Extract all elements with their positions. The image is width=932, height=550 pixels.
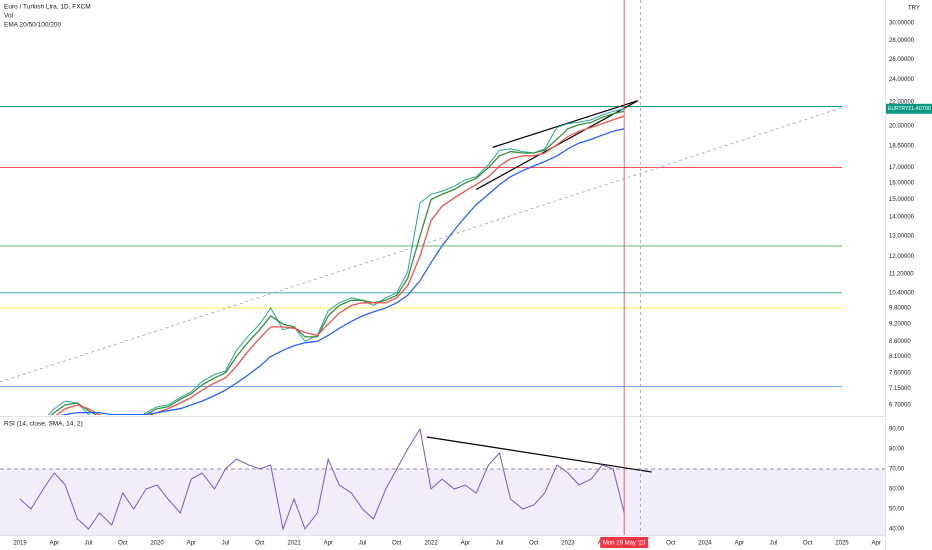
price-tag-value: 21.40700 <box>908 106 931 112</box>
y-tick-label: 8.10000 <box>889 354 911 360</box>
y-tick-label: 15.00000 <box>889 197 915 203</box>
y-tick-label: 9.20000 <box>889 322 911 328</box>
x-tick-label: 2023 <box>561 541 575 547</box>
y-tick-label: 50.00 <box>889 507 905 513</box>
x-tick-label: Apr <box>735 541 744 547</box>
series-line <box>19 427 625 531</box>
x-tick-label: Oct <box>529 541 539 547</box>
x-tick-label: Jul <box>496 541 504 547</box>
rsi-pane <box>0 427 885 535</box>
price-tag-symbol: EURTRY <box>888 106 909 112</box>
x-tick-label: Oct <box>803 541 813 547</box>
x-tick-label: 2024 <box>698 541 712 547</box>
y-tick-label: 22.00000 <box>889 99 915 105</box>
trendline <box>492 100 639 148</box>
y-tick-label: 12.00000 <box>889 254 915 260</box>
rsi-title: RSI (14, close, SMA, 14, 2) <box>4 421 83 428</box>
y-tick-label: 7.60000 <box>889 370 911 376</box>
price-tag <box>886 103 932 114</box>
indicator-label: Vol <box>4 13 14 20</box>
x-tick-label: Apr <box>50 541 59 547</box>
y-tick-label: 6.70000 <box>889 402 911 408</box>
x-tick-label: Apr <box>461 541 470 547</box>
x-tick-label: Jul <box>770 541 778 547</box>
x-tick-label: Jul <box>359 541 367 547</box>
x-tick-label: Apr <box>324 541 333 547</box>
series-line <box>50 110 625 415</box>
y-tick-label: 13.00000 <box>889 234 915 240</box>
x-tick-label: 2022 <box>424 541 438 547</box>
y-tick-label: 18.50000 <box>889 144 915 150</box>
y-tick-label: 60.00 <box>889 487 905 493</box>
y-tick-label: 17.00000 <box>889 165 915 171</box>
y-tick-label: 80.00 <box>889 447 905 453</box>
y-tick-label: 24.00000 <box>889 77 915 83</box>
x-tick-label: Apr <box>187 541 196 547</box>
y-tick-label: 10.40000 <box>889 290 915 296</box>
x-tick-label: Oct <box>255 541 265 547</box>
series-line <box>47 108 625 415</box>
x-tick-label: Oct <box>392 541 402 547</box>
x-tick-label: Oct <box>666 541 676 547</box>
x-tick-label: Jul <box>222 541 230 547</box>
y-tick-label: 8.60000 <box>889 339 911 345</box>
y-tick-label: 28.00000 <box>889 38 915 44</box>
cursor-tag <box>600 537 649 548</box>
chart-title: Euro / Turkish Lira, 1D, FXCM <box>4 4 91 11</box>
trendline <box>426 436 652 473</box>
y-tick-label: 40.00 <box>889 527 905 533</box>
x-tick-label: 2019 <box>13 541 27 547</box>
x-tick-label: Jul <box>85 541 93 547</box>
x-tick-label: 2020 <box>150 541 164 547</box>
main-pane <box>0 100 843 415</box>
x-tick-label: Oct <box>118 541 128 547</box>
x-tick-label: 2021 <box>287 541 301 547</box>
indicator-label: EMA 20/50/100/200 <box>4 22 61 29</box>
y-tick-label: 26.00000 <box>889 57 915 63</box>
y-tick-label: 30.00000 <box>889 20 915 26</box>
axes: 30.00000 28.00000 26.00000 24.00000 22.00000… <box>13 0 932 548</box>
y-tick-label: 11.20000 <box>889 272 914 278</box>
series-line <box>55 115 625 415</box>
y-tick-label: 14.00000 <box>889 215 915 221</box>
y-tick-label: 20.00000 <box>889 124 915 130</box>
x-tick-label: Apr <box>872 541 881 547</box>
y-tick-label: 90.00 <box>889 427 905 433</box>
y-tick-label: 16.00000 <box>889 181 915 187</box>
y-tick-label: 7.15000 <box>889 386 911 392</box>
cursor-label: Mon 29 May '23 <box>603 541 646 547</box>
axis-unit: TRY <box>908 6 920 12</box>
series-line <box>59 128 625 415</box>
y-tick-label: 70.00 <box>889 467 905 473</box>
x-tick-label: 2025 <box>835 541 849 547</box>
y-tick-label: 9.80000 <box>889 306 911 312</box>
